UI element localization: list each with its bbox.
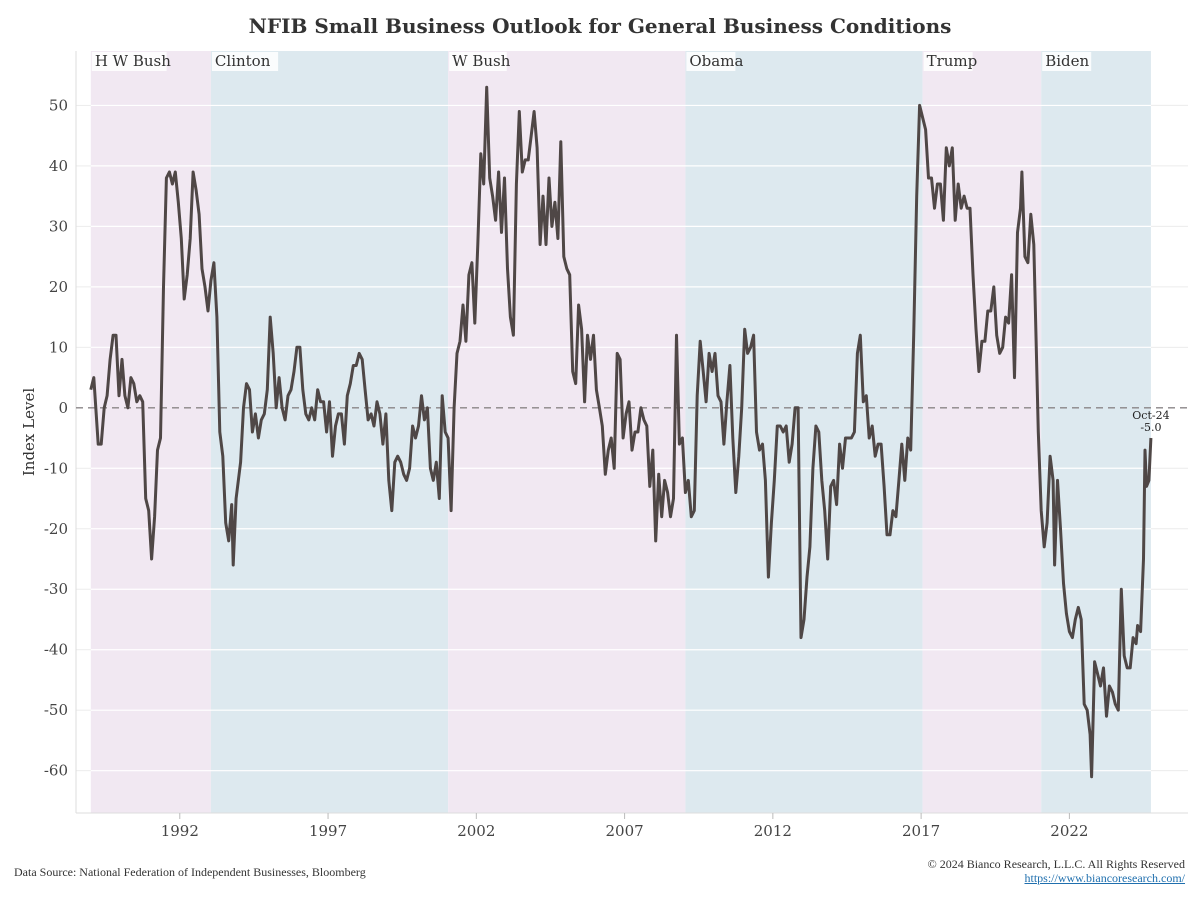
- regime-label-bg: [211, 52, 279, 71]
- y-tick-label: -10: [44, 459, 68, 477]
- chart-title: NFIB Small Business Outlook for General …: [248, 14, 952, 38]
- y-tick-label: 10: [49, 338, 68, 356]
- x-tick-label: 2007: [605, 822, 643, 840]
- y-tick-label: -60: [44, 762, 68, 780]
- regime-label: Biden: [1045, 52, 1089, 70]
- regime-label: Clinton: [215, 52, 271, 70]
- y-axis-label: Index Level: [20, 388, 38, 476]
- regime-label-bg: [686, 52, 736, 71]
- annotation-value: -5.0: [1140, 421, 1161, 434]
- regime-band: [90, 51, 211, 813]
- data-source-note: Data Source: National Federation of Inde…: [14, 865, 366, 879]
- copyright-block: © 2024 Bianco Research, L.L.C. All Right…: [928, 857, 1185, 885]
- regime-label-bg: [449, 52, 507, 71]
- regime-label-bg: [923, 52, 973, 71]
- regime-band: [922, 51, 1042, 813]
- regime-band: [210, 51, 449, 813]
- y-tick-label: 30: [49, 217, 68, 235]
- y-tick-label: -30: [44, 580, 68, 598]
- y-tick-label: 50: [49, 96, 68, 114]
- x-tick-label: 1992: [161, 822, 199, 840]
- x-tick-label: 2022: [1050, 822, 1088, 840]
- x-tick-label: 2012: [754, 822, 792, 840]
- regime-label: Trump: [927, 52, 978, 70]
- y-tick-label: -20: [44, 520, 68, 538]
- regime-label: H W Bush: [95, 52, 171, 70]
- x-tick-label: 2017: [902, 822, 940, 840]
- regime-band: [685, 51, 923, 813]
- regime-label-bg: [1042, 52, 1092, 71]
- x-tick-label: 1997: [309, 822, 347, 840]
- series-line: [89, 85, 1153, 779]
- y-tick-label: 20: [49, 278, 68, 296]
- regime-label-bg: [91, 52, 167, 71]
- y-tick-label: -40: [44, 641, 68, 659]
- website-link[interactable]: https://www.biancoresearch.com/: [1024, 871, 1185, 885]
- y-tick-label: 40: [49, 157, 68, 175]
- annotation-date: Oct-24: [1132, 409, 1169, 422]
- y-tick-label: -50: [44, 701, 68, 719]
- regime-label: W Bush: [452, 52, 511, 70]
- y-tick-label: 0: [58, 399, 68, 417]
- copyright-text: © 2024 Bianco Research, L.L.C. All Right…: [927, 857, 1185, 871]
- regime-band: [1041, 51, 1151, 813]
- regime-label: Obama: [689, 52, 743, 70]
- x-tick-label: 2002: [457, 822, 495, 840]
